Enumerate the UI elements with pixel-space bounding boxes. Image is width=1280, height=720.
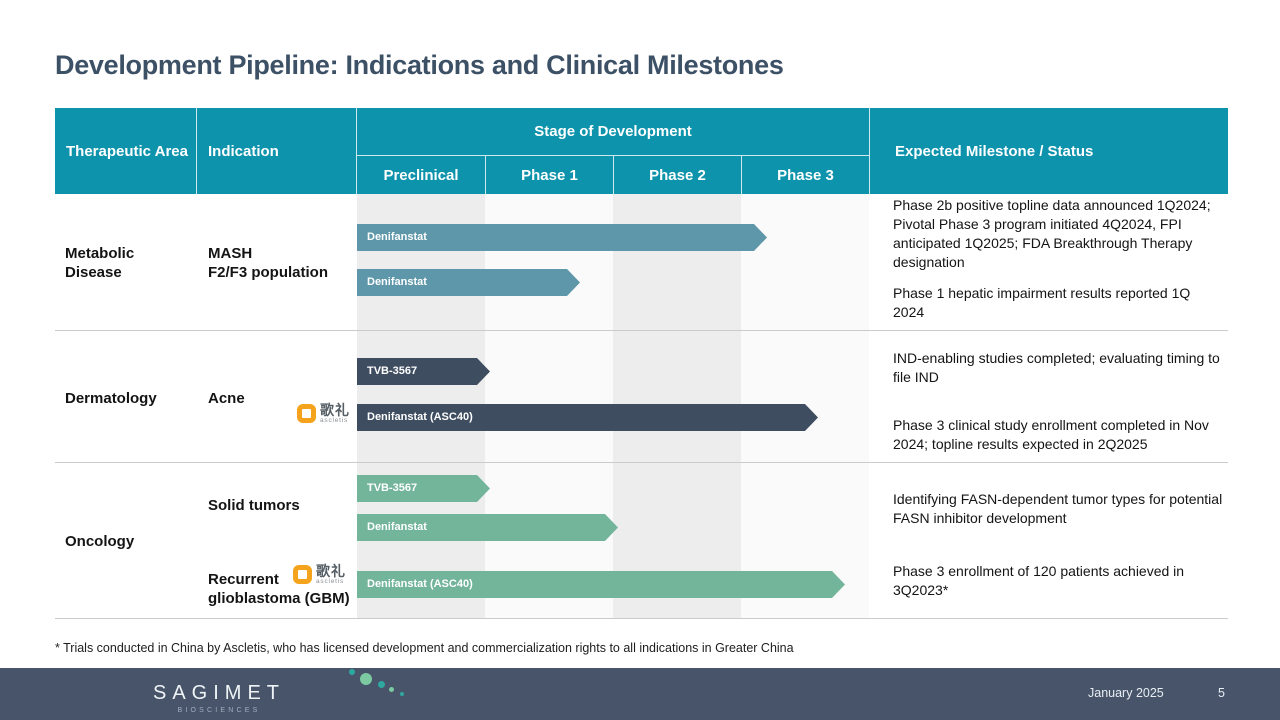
col-header-therapeutic-area: Therapeutic Area (55, 108, 197, 194)
sagimet-logo-name: SAGIMET (153, 682, 286, 704)
col-header-expected-milestone: Expected Milestone / Status (869, 108, 1228, 194)
logo-dot-icon (378, 681, 385, 688)
page-title: Development Pipeline: Indications and Cl… (55, 50, 784, 80)
sagimet-logo: SAGIMET BIOSCIENCES (153, 682, 285, 714)
indication-solid-tumors: Solid tumors (208, 497, 300, 514)
pipeline-bar-denifanstat-solid-tumors: Denifanstat (357, 514, 618, 541)
table-header: Therapeutic Area Indication Stage of Dev… (55, 108, 1228, 194)
ascletis-logo-cn: 歌礼 (320, 402, 350, 418)
logo-dot-icon (389, 687, 394, 692)
ascletis-ring-icon (297, 404, 316, 424)
ascletis-logo: 歌礼 ascletis (293, 564, 346, 586)
footer-bar: SAGIMET BIOSCIENCES January 2025 5 (0, 668, 1280, 720)
col-header-phase-1: Phase 1 (485, 156, 613, 194)
indication-recurrent-gbm: Recurrent glioblastoma (GBM) (208, 571, 350, 607)
milestone-oncology-2: Phase 3 enrollment of 120 patients achie… (893, 563, 1185, 598)
row-divider (55, 618, 1228, 619)
pipeline-bar-denifanstat-asc40-gbm: Denifanstat (ASC40) (357, 571, 845, 598)
ascletis-logo-latin: ascletis (320, 417, 349, 424)
col-header-stage-of-development: Stage of Development (357, 108, 869, 156)
milestone-acne-2: Phase 3 clinical study enrollment comple… (893, 417, 1209, 452)
pipeline-bar-denifanstat-mash-p1: Denifanstat (357, 269, 580, 296)
logo-dot-icon (360, 673, 372, 685)
col-header-phase-2: Phase 2 (613, 156, 741, 194)
footer-page-number: 5 (1218, 686, 1225, 700)
area-oncology: Oncology (65, 533, 135, 550)
col-header-phase-3: Phase 3 (741, 156, 869, 194)
footer-date: January 2025 (1088, 686, 1164, 700)
milestone-acne-1: IND-enabling studies completed; evaluati… (893, 350, 1220, 385)
ascletis-logo-latin: ascletis (316, 578, 345, 585)
milestone-oncology-1: Identifying FASN-dependent tumor types f… (893, 491, 1223, 526)
logo-dot-icon (349, 669, 355, 675)
row-divider (55, 330, 1228, 331)
ascletis-ring-icon (293, 565, 312, 585)
pipeline-bar-denifanstat-mash-p3: Denifanstat (357, 224, 767, 251)
row-divider (55, 462, 1228, 463)
footnote: * Trials conducted in China by Ascletis,… (55, 641, 794, 655)
logo-dot-icon (400, 692, 404, 696)
milestone-mash-1: Phase 2b positive topline data announced… (893, 197, 1211, 270)
area-dermatology: Dermatology (65, 390, 157, 407)
pipeline-bar-denifanstat-asc40-acne: Denifanstat (ASC40) (357, 404, 818, 431)
ascletis-logo-cn: 歌礼 (316, 563, 346, 579)
pipeline-bar-tvb3567-acne: TVB-3567 (357, 358, 490, 385)
milestone-mash-2: Phase 1 hepatic impairment results repor… (893, 285, 1191, 320)
pipeline-bar-tvb3567-solid-tumors: TVB-3567 (357, 475, 490, 502)
indication-acne: Acne (208, 390, 245, 407)
col-header-indication: Indication (197, 108, 357, 194)
col-header-preclinical: Preclinical (383, 166, 459, 184)
indication-mash: MASH F2/F3 population (208, 245, 328, 281)
sagimet-logo-sub: BIOSCIENCES (177, 707, 261, 714)
area-metabolic-disease: Metabolic Disease (65, 245, 135, 281)
ascletis-logo: 歌礼 ascletis (297, 403, 350, 425)
